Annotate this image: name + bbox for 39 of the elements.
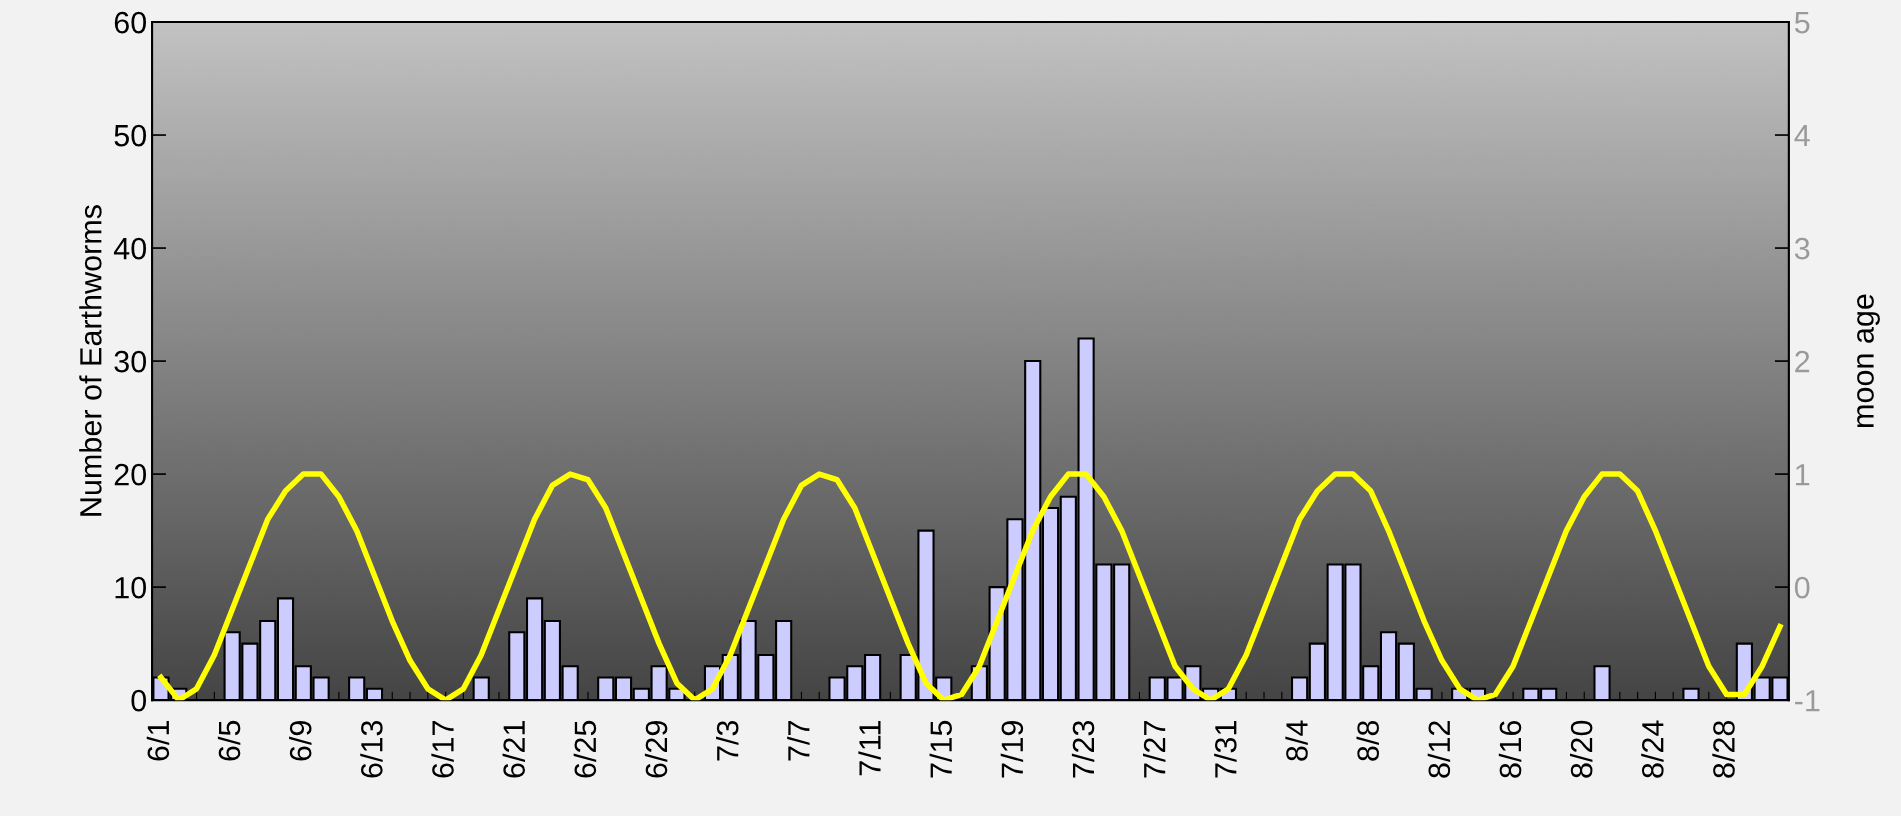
y2-tick-label: 1 (1796, 464, 1810, 486)
x-tick-label: 7/31 (1214, 721, 1237, 778)
y-tick-label: 20 (114, 463, 147, 486)
y-tick-label: 10 (115, 576, 147, 599)
y-tick-label: 30 (114, 350, 147, 373)
x-tick-label: 8/20 (1570, 720, 1593, 778)
x-tick-label: 7/3 (716, 720, 739, 761)
x-tick-label: 6/5 (217, 720, 241, 761)
y2-tick-label: -1 (1795, 690, 1820, 712)
x-tick-label: 7/11 (858, 721, 881, 776)
y-tick-label: 40 (113, 237, 147, 260)
x-tick-label: 8/24 (1641, 720, 1664, 778)
x-tick-label: 6/21 (502, 721, 525, 778)
y-tick-label: 60 (114, 11, 147, 34)
y-tick-label: 0 (131, 689, 147, 712)
x-tick-label: 8/12 (1427, 721, 1451, 778)
y2-tick-label: 2 (1795, 350, 1810, 373)
x-tick-label: 8/28 (1712, 720, 1735, 778)
y2-tick-label: 3 (1794, 237, 1810, 260)
x-tick-label: 6/17 (431, 721, 454, 778)
x-tick-label: 7/15 (929, 720, 952, 778)
x-tick-label: 6/25 (573, 720, 597, 778)
x-tick-label: 7/27 (1143, 721, 1166, 778)
y2-tick-label: 4 (1794, 125, 1810, 147)
x-tick-label: 6/9 (289, 721, 312, 761)
x-tick-label: 8/16 (1498, 720, 1522, 778)
y2-axis-title: moon age (1857, 294, 1880, 427)
x-tick-label: 7/19 (1000, 721, 1024, 778)
x-tick-label: 8/4 (1285, 720, 1308, 761)
x-tick-label: 6/1 (146, 721, 170, 761)
x-tick-label: 6/13 (360, 720, 383, 778)
x-tick-label: 7/7 (787, 721, 810, 761)
y2-tick-label: 0 (1794, 576, 1810, 599)
x-tick-label: 7/23 (1071, 720, 1095, 778)
y2-tick-label: 5 (1794, 12, 1810, 34)
x-tick-label: 6/29 (644, 721, 668, 778)
x-tick-label: 8/8 (1356, 720, 1379, 761)
y-tick-label: 50 (114, 124, 147, 147)
y-axis-title: Number of Earthworms (79, 205, 102, 516)
